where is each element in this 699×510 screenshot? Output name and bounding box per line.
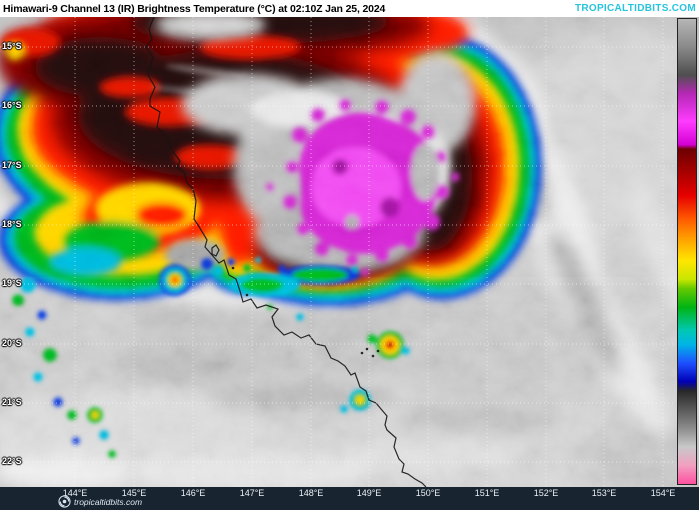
lon-label: 149°E — [356, 488, 382, 498]
lat-label: 18°S — [2, 219, 22, 229]
lon-label: 145°E — [121, 488, 147, 498]
grid-lines — [0, 17, 676, 487]
lon-label: 154°E — [650, 488, 676, 498]
map-area: 15°S 16°S 17°S 18°S 19°S 20°S 21°S 22°S — [0, 17, 699, 487]
stratocumulus-texture — [0, 277, 699, 487]
lat-label: 22°S — [2, 456, 22, 466]
bottom-bar: 144°E 145°E 146°E 147°E 148°E 149°E 150°E 151°E… — [0, 487, 699, 510]
image-title: Himawari-9 Channel 13 (IR) Brightness Te… — [3, 2, 386, 15]
lon-label: 151°E — [474, 488, 500, 498]
site-logo: tropicaltidbits.com — [58, 495, 142, 508]
lon-label: 148°E — [298, 488, 324, 498]
lon-label: 146°E — [180, 488, 206, 498]
brand-watermark: TROPICALTIDBITS.COM — [574, 3, 696, 14]
satellite-imagery — [0, 17, 699, 487]
ir-colorbar — [677, 18, 697, 485]
lat-label: 21°S — [2, 397, 22, 407]
coastline — [145, 17, 427, 487]
lat-label: 16°S — [2, 100, 22, 110]
lat-label: 17°S — [2, 160, 22, 170]
lat-label: 15°S — [2, 41, 22, 51]
lat-label: 20°S — [2, 338, 22, 348]
logo-text: tropicaltidbits.com — [74, 496, 143, 507]
lon-label: 144°E — [62, 488, 88, 498]
hurricane-icon — [58, 495, 71, 508]
lon-label: 147°E — [239, 488, 265, 498]
lon-label: 152°E — [533, 488, 559, 498]
lon-label: 150°E — [415, 488, 441, 498]
title-bar: Himawari-9 Channel 13 (IR) Brightness Te… — [0, 0, 699, 17]
lat-label: 19°S — [2, 278, 22, 288]
lon-label: 153°E — [591, 488, 617, 498]
